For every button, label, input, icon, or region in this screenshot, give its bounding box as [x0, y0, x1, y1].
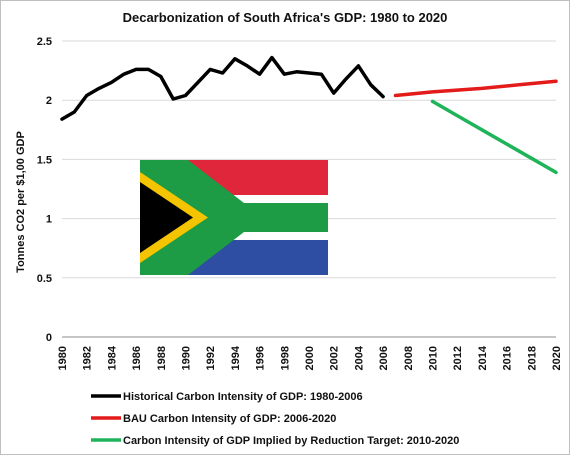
- series-line-1: [60, 55, 385, 121]
- x-tick-label: 1996: [255, 346, 267, 370]
- x-tick-label: 2014: [477, 345, 489, 370]
- south-africa-flag: [140, 160, 328, 275]
- y-tick-label: 0: [46, 332, 52, 344]
- legend-label-3: Carbon Intensity of GDP Implied by Reduc…: [123, 435, 459, 447]
- x-tick-label: 1988: [156, 346, 168, 370]
- series-line-3: [430, 99, 558, 175]
- x-tick-label: 2010: [428, 346, 440, 370]
- x-tick-label: 2004: [353, 345, 365, 370]
- y-axis-label: Tonnes CO2 per $1,00 GDP: [15, 131, 27, 273]
- series-lines: [60, 55, 558, 175]
- series-line-2: [393, 79, 558, 98]
- y-tick-label: 2.5: [37, 36, 52, 48]
- x-tick-labels: 1980 1982 1984 1986 1988 1990 1992 1994 1996 1998…: [57, 345, 563, 370]
- y-tick-label: 2: [46, 95, 52, 107]
- x-tick-label: 1992: [205, 346, 217, 370]
- x-tick-label: 2008: [403, 346, 415, 370]
- x-tick-label: 2002: [329, 346, 341, 370]
- x-tick-label: 1986: [131, 346, 143, 370]
- chart-title: Decarbonization of South Africa's GDP: 1…: [123, 10, 448, 25]
- x-tick-label: 1982: [82, 346, 94, 370]
- x-tick-label: 1980: [57, 346, 69, 370]
- x-tick-label: 2000: [304, 346, 316, 370]
- y-tick-label: 1.5: [37, 154, 52, 166]
- x-tick-label: 1990: [181, 346, 193, 370]
- flag-green-y: [140, 160, 328, 275]
- x-tick-label: 2016: [502, 346, 514, 370]
- x-tick-label: 2020: [551, 346, 563, 370]
- x-tick-label: 2018: [526, 346, 538, 370]
- x-tick-label: 1984: [106, 345, 118, 370]
- y-tick-label: 1: [46, 214, 52, 226]
- x-tick-label: 2006: [378, 346, 390, 370]
- flag-black-triangle: [140, 182, 193, 253]
- x-tick-label: 2012: [452, 346, 464, 370]
- y-tick-labels: 0 0.5 1 1.5 2 2.5: [37, 36, 52, 344]
- x-tick-label: 1994: [230, 345, 242, 370]
- y-tick-label: 0.5: [37, 273, 52, 285]
- legend: Historical Carbon Intensity of GDP: 1980…: [91, 391, 459, 447]
- legend-label-1: Historical Carbon Intensity of GDP: 1980…: [123, 391, 363, 403]
- x-tick-label: 1998: [279, 346, 291, 370]
- legend-label-2: BAU Carbon Intensity of GDP: 2006-2020: [123, 413, 336, 425]
